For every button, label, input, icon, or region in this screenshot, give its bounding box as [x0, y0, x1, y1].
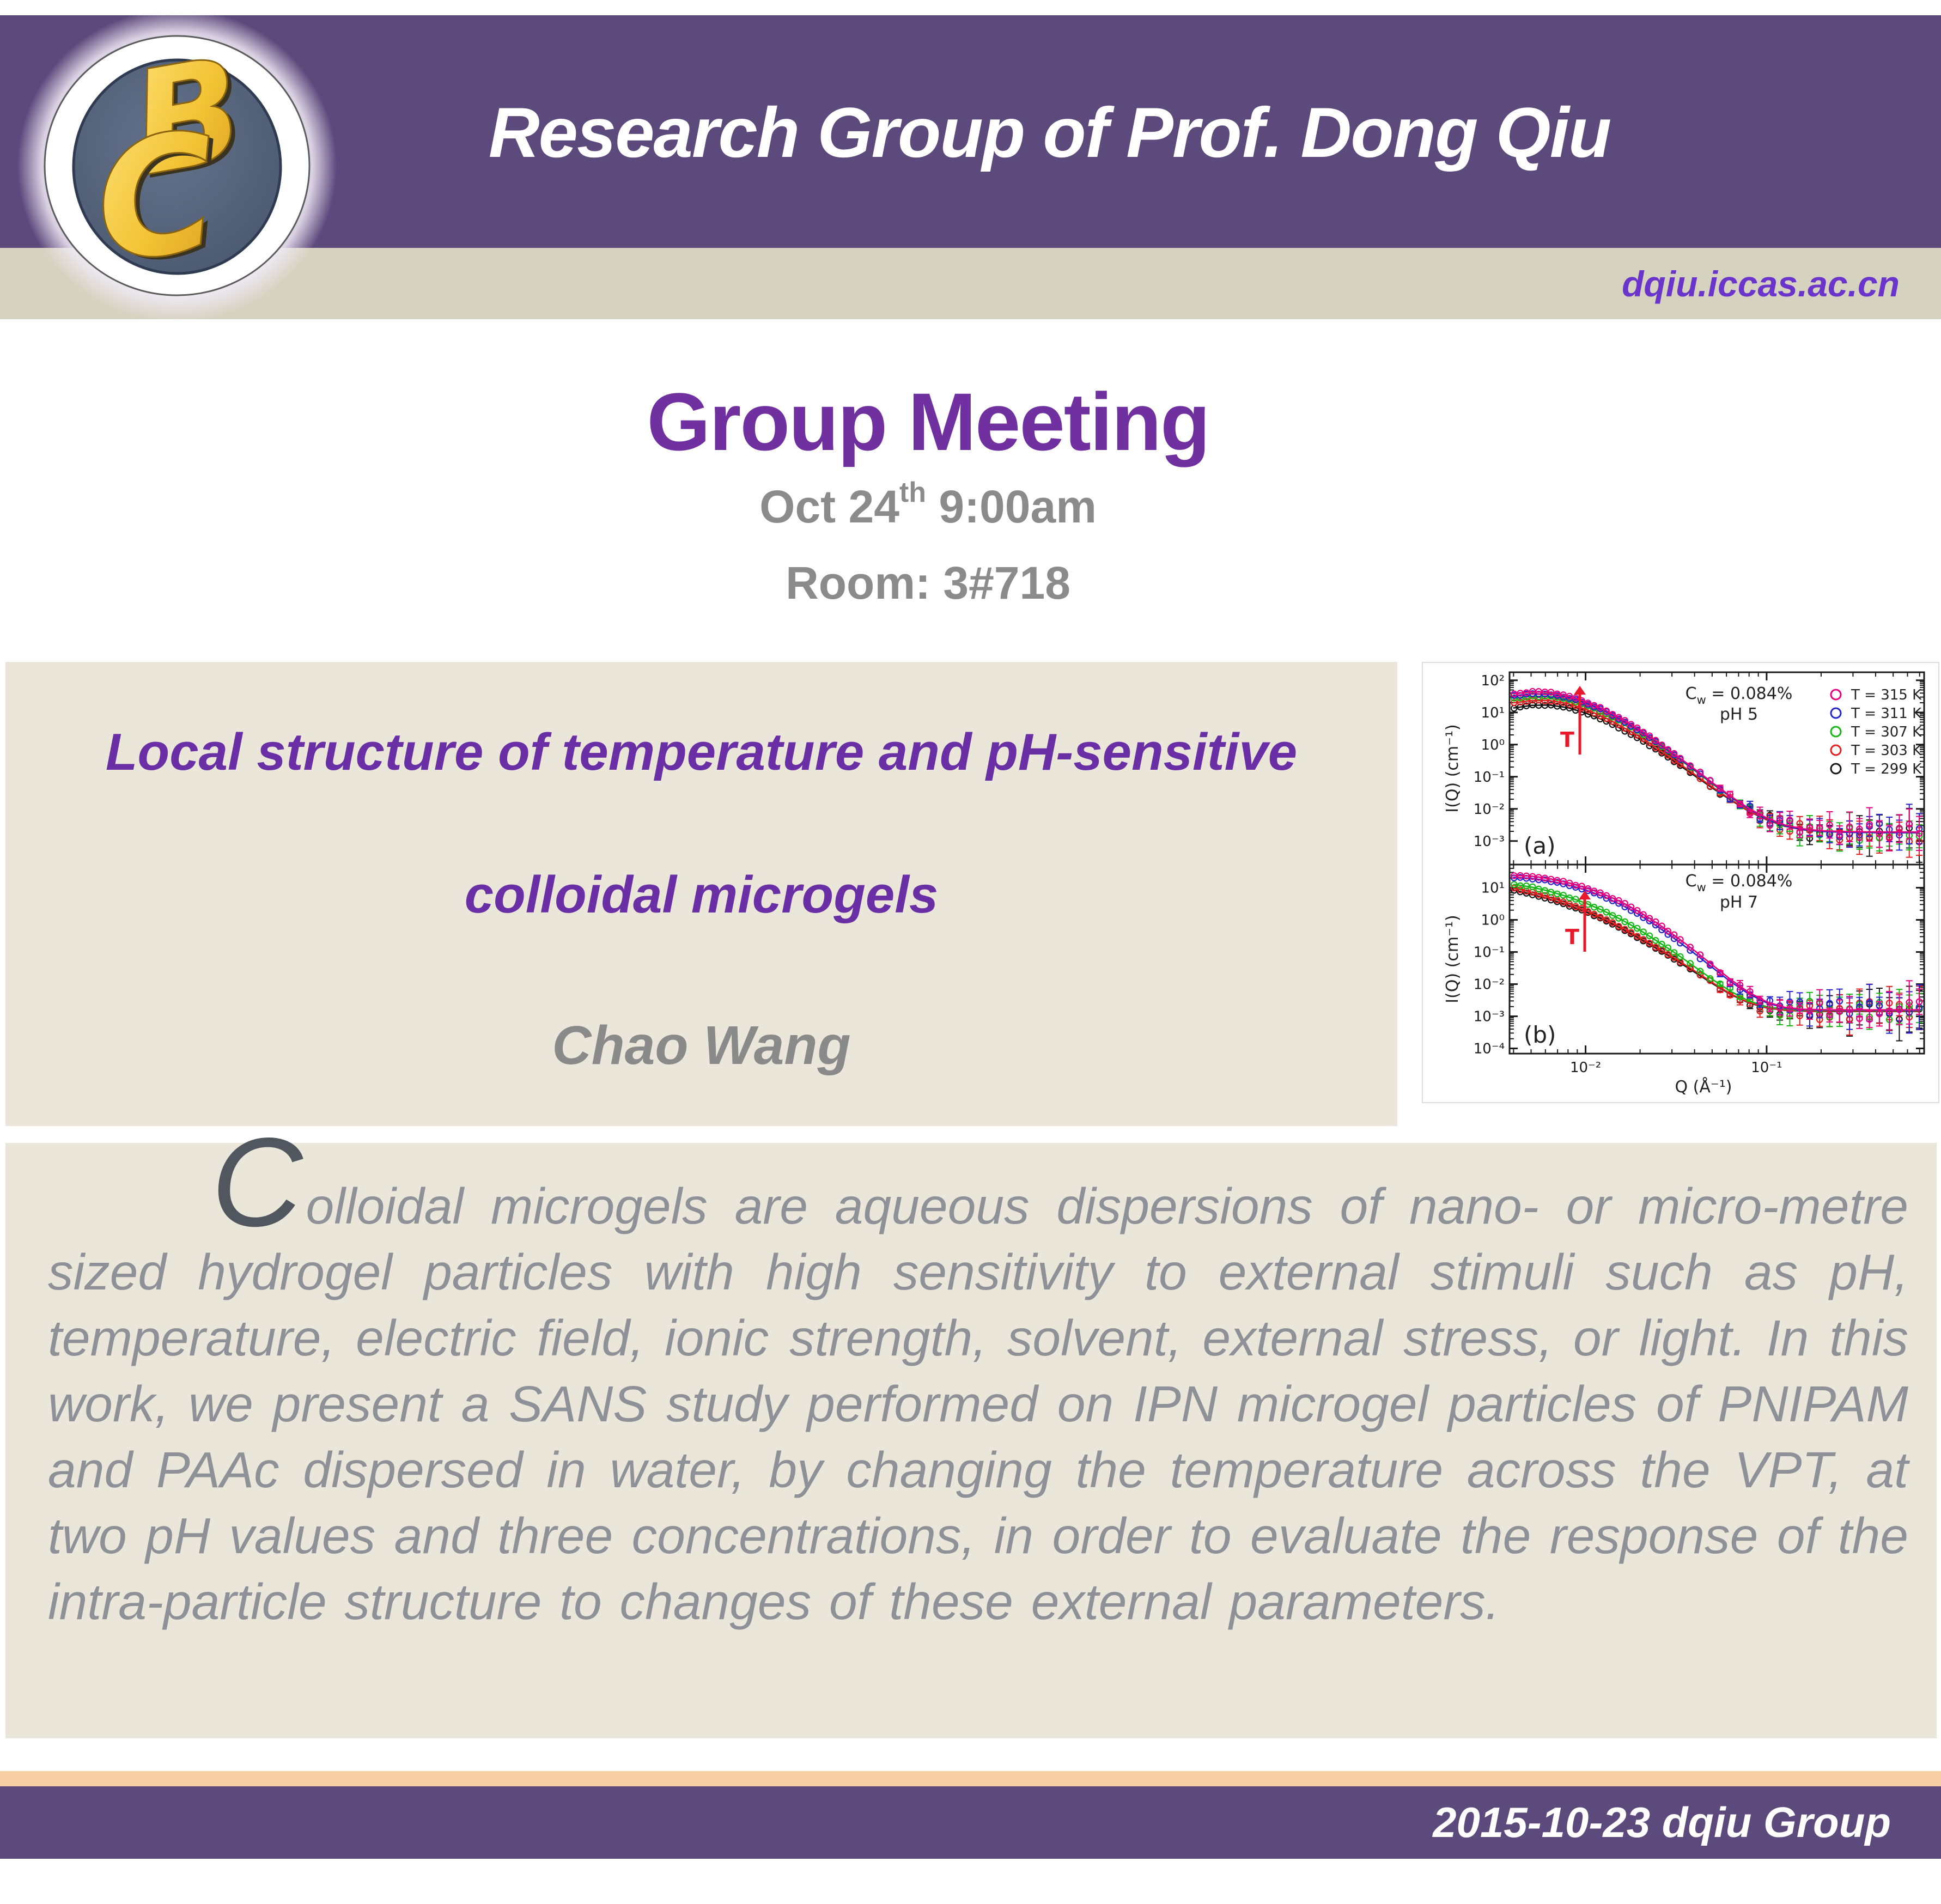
group-website-link[interactable]: dqiu.iccas.ac.cn	[1622, 263, 1900, 304]
group-logo: B B C C	[17, 9, 337, 323]
header-subband: dqiu.iccas.ac.cn	[0, 248, 1941, 319]
x-tick-label: 10⁻¹	[1751, 1060, 1782, 1076]
legend-label: T = 315 K	[1851, 687, 1922, 703]
footer-credit: 2015-10-23 dqiu Group	[1433, 1798, 1891, 1846]
panel-label-b: (b)	[1524, 1021, 1556, 1048]
talk-speaker: Chao Wang	[552, 1015, 851, 1076]
abstract-panel: Colloidal microgels are aqueous dispersi…	[5, 1120, 1937, 1738]
series-315	[1511, 872, 1923, 1031]
talk-panel	[5, 662, 1397, 1126]
annotation-ph-b: pH 7	[1720, 893, 1758, 912]
logo-badge-icon: B B C C	[17, 9, 337, 323]
y-axis-title-b: I(Q) (cm⁻¹)	[1443, 915, 1462, 1003]
x-axis-title: Q (Å⁻¹)	[1675, 1077, 1732, 1097]
svg-text:10⁻²: 10⁻²	[1474, 801, 1505, 818]
legend-label: T = 303 K	[1851, 743, 1922, 759]
legend-marker-icon	[1830, 726, 1842, 738]
temperature-arrow-label-b: T	[1565, 925, 1579, 949]
meeting-date: Oct 24	[759, 481, 899, 532]
logo-letter-bottom-shadow: C	[92, 100, 231, 301]
abstract-text: Colloidal microgels are aqueous dispersi…	[5, 1120, 1937, 1635]
talk-title-line1: Local structure of temperature and pH-se…	[105, 723, 1298, 781]
meeting-title: Group Meeting	[647, 376, 1210, 467]
legend-marker-icon	[1830, 763, 1842, 775]
meeting-time: 9:00am	[926, 481, 1097, 532]
annotation-ph-a: pH 5	[1720, 705, 1758, 724]
svg-text:10⁰: 10⁰	[1481, 737, 1505, 753]
legend-marker-icon	[1830, 689, 1842, 701]
y-axis-title-a: I(Q) (cm⁻¹)	[1443, 724, 1462, 812]
svg-text:10¹: 10¹	[1481, 880, 1505, 896]
legend-label: T = 299 K	[1851, 761, 1922, 777]
series-303	[1511, 884, 1923, 1036]
meeting-datetime: Oct 24th 9:00am	[0, 476, 1856, 533]
abstract-dropcap: C	[211, 1112, 306, 1253]
legend-label: T = 307 K	[1851, 724, 1922, 740]
header-title: Research Group of Prof. Dong Qiu	[488, 93, 1611, 172]
annotation-concentration-b: Cw = 0.084%	[1686, 872, 1793, 894]
sans-figure-panel: 10² 10¹ 10⁰ 10⁻¹ 10⁻² 10⁻³ Cw = 0.084% pH 5 T (a)…	[1422, 662, 1939, 1103]
legend-marker-icon	[1830, 707, 1842, 719]
svg-text:10⁰: 10⁰	[1481, 912, 1505, 928]
svg-text:10¹: 10¹	[1481, 705, 1505, 721]
talk-title-line2: colloidal microgels	[464, 866, 939, 924]
footer-accent-strip	[0, 1771, 1941, 1786]
logo-letter-bottom: C	[87, 97, 226, 299]
annotation-concentration-a: Cw = 0.084%	[1686, 684, 1793, 707]
temperature-arrow-label-a: T	[1560, 728, 1574, 752]
svg-text:10⁻¹: 10⁻¹	[1474, 769, 1505, 786]
svg-text:10⁻²: 10⁻²	[1474, 976, 1505, 993]
footer-band: 2015-10-23 dqiu Group	[0, 1786, 1941, 1859]
meeting-room: Room: 3#718	[786, 557, 1070, 609]
series-299	[1511, 886, 1923, 1042]
svg-text:10⁻³: 10⁻³	[1474, 834, 1505, 850]
svg-text:10⁻⁴: 10⁻⁴	[1474, 1041, 1505, 1057]
chart-legend: T = 315 K T = 311 K T = 307 K T = 303 K T = …	[1830, 687, 1922, 777]
svg-text:10²: 10²	[1481, 673, 1505, 689]
legend-label: T = 311 K	[1851, 705, 1922, 722]
svg-text:10⁻¹: 10⁻¹	[1474, 944, 1505, 960]
abstract-body: olloidal microgels are aqueous dispersio…	[48, 1178, 1908, 1630]
x-tick-label: 10⁻²	[1570, 1060, 1601, 1076]
legend-marker-icon	[1830, 744, 1842, 756]
panel-label-a: (a)	[1524, 832, 1556, 859]
meeting-date-ordinal: th	[899, 477, 927, 508]
svg-text:10⁻³: 10⁻³	[1474, 1008, 1505, 1025]
